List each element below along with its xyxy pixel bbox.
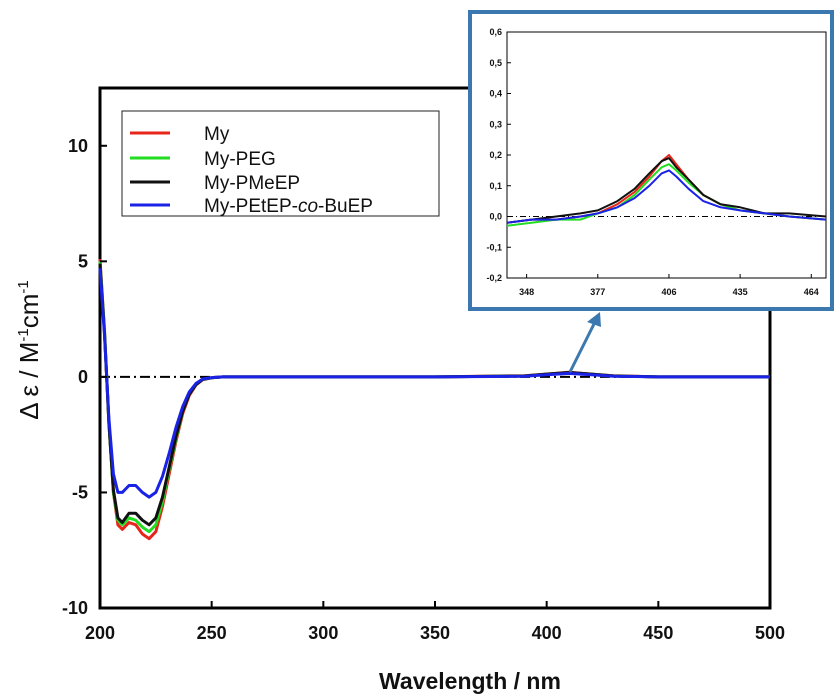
legend-label-my-pmeep: My-PMeEP: [204, 173, 300, 194]
main-x-tick-label: 400: [532, 623, 562, 643]
inset-series-group: [506, 154, 827, 227]
main-x-tick-label: 200: [85, 623, 115, 643]
inset-y-tick-label: 0,6: [489, 27, 502, 37]
inset-x-tick-label: 377: [590, 287, 605, 297]
inset-x-tick-label: 348: [519, 287, 534, 297]
main-plot: 200 250 300 350 400 450 500 -10 -5 0 5 10 Waveleng…: [14, 86, 785, 694]
callout-line: [568, 319, 598, 373]
legend-box: [121, 110, 440, 217]
inset-series-my-petep-co-buep: [506, 169, 827, 224]
legend-label-my-petep-co-buep: My-PEtEP-co-BuEP: [204, 196, 373, 217]
x-axis-title: Wavelength / nm: [379, 668, 561, 694]
inset-x-ticks: 348 377 406 435 464: [519, 274, 819, 297]
inset-callout-arrow: [568, 312, 601, 373]
legend: My My-PEG My-PMeEP My-PEtEP-co-BuEP: [121, 110, 440, 217]
main-y-tick-label: 10: [68, 136, 88, 156]
inset-y-ticks: -0,2 -0,1 0,0 0,1 0,2 0,3 0,4 0,5 0,6: [486, 27, 511, 283]
inset-y-tick-label: 0,1: [489, 181, 502, 191]
inset-plot: 348 377 406 435 464 -0,2 -0,1 0,0 0,1 0,2 0,3 0,4 0…: [468, 10, 834, 311]
main-series-group: [98, 258, 770, 541]
main-x-tick-label: 250: [197, 623, 227, 643]
main-y-tick-label: -5: [72, 482, 88, 502]
main-x-tick-label: 300: [308, 623, 338, 643]
legend-label-my: My: [204, 124, 230, 145]
inset-series-my-pmeep: [506, 157, 827, 224]
main-series-my-petep-co-buep: [98, 268, 770, 499]
main-y-tick-label: 5: [78, 251, 88, 271]
inset-x-tick-label: 435: [733, 287, 748, 297]
y-axis-title: Δ ε / M-1cm-1: [14, 280, 44, 419]
inset-outer-frame: [468, 10, 834, 311]
inset-y-tick-label: 0,4: [489, 89, 502, 99]
inset-y-tick-label: 0,5: [489, 58, 502, 68]
inset-y-tick-label: 0,3: [489, 119, 502, 129]
main-x-tick-label: 350: [420, 623, 450, 643]
main-x-ticks: 200 250 300 350 400 450 500: [85, 601, 785, 643]
inset-y-tick-label: 0,2: [489, 150, 502, 160]
inset-y-tick-label: 0,0: [489, 212, 502, 222]
main-y-ticks: -10 -5 0 5 10: [62, 136, 107, 618]
main-x-tick-label: 500: [755, 623, 785, 643]
main-x-tick-label: 450: [643, 623, 673, 643]
inset-x-tick-label: 406: [661, 287, 676, 297]
main-y-tick-label: -10: [62, 598, 88, 618]
inset-x-tick-label: 464: [804, 287, 819, 297]
callout-arrowhead: [587, 312, 601, 327]
inset-y-tick-label: -0,2: [486, 273, 502, 283]
legend-label-my-peg: My-PEG: [204, 149, 276, 170]
inset-y-tick-label: -0,1: [486, 242, 502, 252]
main-y-tick-label: 0: [78, 367, 88, 387]
